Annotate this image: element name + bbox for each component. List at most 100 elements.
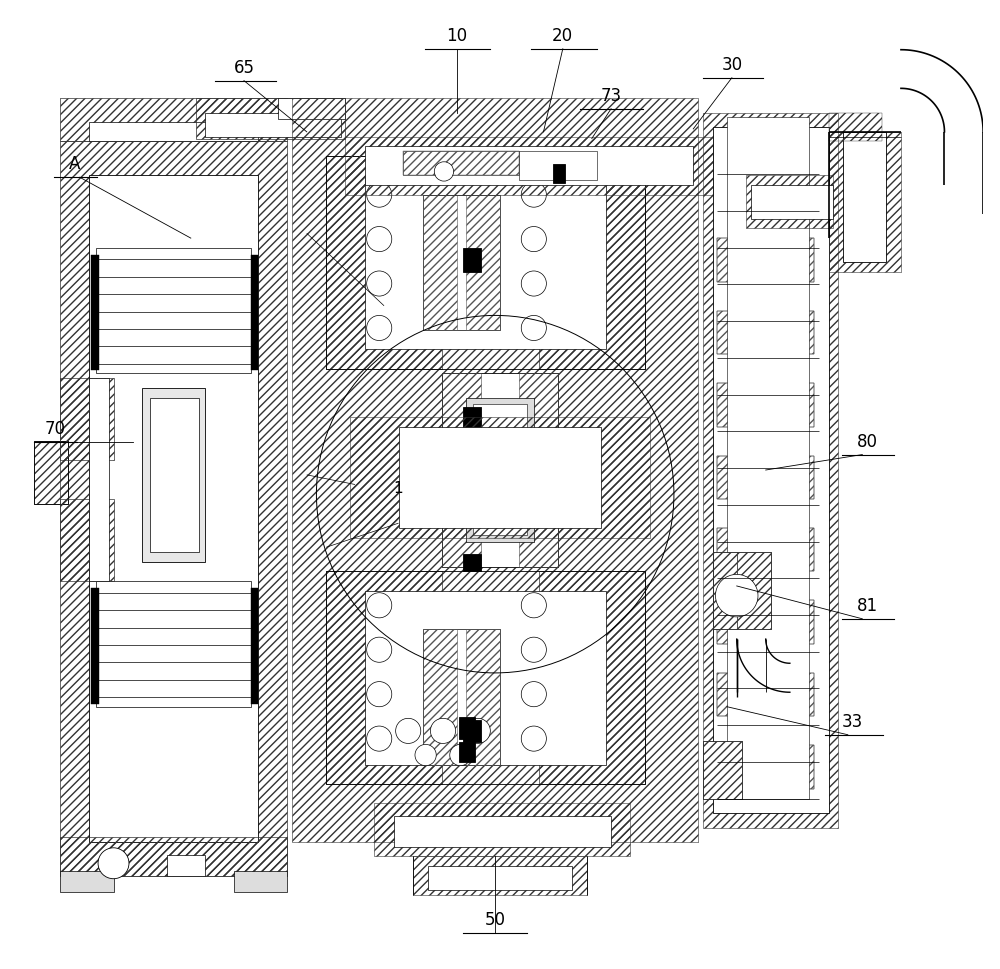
Bar	[463, 720, 481, 742]
Bar	[251, 588, 258, 703]
Bar	[423, 630, 500, 765]
Bar	[717, 745, 814, 789]
Bar	[713, 552, 771, 630]
Bar	[60, 98, 287, 141]
Bar	[717, 455, 814, 499]
Circle shape	[521, 182, 546, 207]
Bar	[365, 175, 606, 349]
Circle shape	[521, 681, 546, 706]
Bar	[466, 630, 500, 765]
Bar	[746, 175, 833, 229]
Bar	[278, 98, 345, 119]
Bar	[717, 383, 814, 426]
Bar	[326, 572, 645, 784]
Bar	[717, 455, 814, 499]
Bar	[428, 866, 572, 891]
Bar	[60, 837, 287, 876]
Bar	[717, 238, 814, 282]
Bar	[403, 151, 519, 175]
Bar	[717, 311, 814, 354]
Bar	[713, 127, 829, 813]
Bar	[727, 117, 809, 798]
Bar	[717, 528, 814, 572]
Bar	[553, 164, 565, 183]
Bar	[423, 630, 457, 765]
Bar	[96, 581, 251, 706]
Bar	[413, 857, 587, 895]
Bar	[843, 132, 886, 263]
Circle shape	[415, 744, 436, 766]
Bar	[717, 745, 814, 789]
Bar	[829, 112, 882, 141]
Bar	[60, 871, 114, 892]
Bar	[717, 672, 814, 716]
Bar	[713, 552, 737, 630]
Text: 20: 20	[552, 27, 573, 45]
Bar	[89, 378, 109, 581]
Bar	[408, 469, 416, 483]
Bar	[326, 156, 645, 368]
Circle shape	[521, 227, 546, 252]
Bar	[703, 740, 742, 798]
Bar	[519, 151, 597, 180]
Circle shape	[396, 718, 421, 743]
Circle shape	[367, 271, 392, 297]
Circle shape	[98, 848, 129, 879]
Circle shape	[465, 718, 490, 743]
Circle shape	[367, 726, 392, 751]
Circle shape	[521, 316, 546, 340]
Bar	[463, 407, 481, 426]
Bar	[519, 373, 558, 567]
Bar	[34, 441, 68, 504]
Bar	[374, 803, 630, 857]
Bar	[539, 572, 645, 784]
Bar	[60, 141, 287, 876]
Circle shape	[367, 182, 392, 207]
Bar	[717, 238, 814, 282]
Bar	[459, 742, 475, 762]
Circle shape	[450, 744, 471, 766]
Circle shape	[434, 162, 454, 181]
Text: 10: 10	[446, 27, 467, 45]
Bar	[167, 855, 205, 876]
Circle shape	[715, 575, 758, 617]
Bar	[234, 871, 287, 892]
Bar	[737, 552, 771, 630]
Bar	[423, 195, 500, 329]
Bar	[466, 195, 500, 329]
Bar	[539, 156, 645, 368]
Bar	[463, 248, 481, 272]
Bar	[442, 373, 481, 567]
Text: A: A	[69, 155, 81, 173]
Bar	[703, 112, 838, 828]
Bar	[91, 588, 99, 703]
Circle shape	[367, 593, 392, 618]
Bar	[142, 388, 205, 562]
Circle shape	[521, 638, 546, 662]
Text: 73: 73	[601, 87, 622, 105]
Circle shape	[430, 718, 456, 743]
Bar	[403, 151, 519, 175]
Bar	[717, 311, 814, 354]
Bar	[473, 404, 527, 535]
Bar	[365, 146, 693, 185]
Bar	[91, 255, 99, 370]
Bar	[89, 175, 258, 842]
Bar	[717, 672, 814, 716]
Bar	[717, 601, 814, 644]
Text: 70: 70	[45, 421, 66, 438]
Bar	[463, 554, 481, 572]
Circle shape	[521, 593, 546, 618]
Bar	[326, 156, 442, 368]
Text: 65: 65	[233, 59, 254, 77]
Bar	[423, 195, 457, 329]
Circle shape	[521, 271, 546, 297]
Bar	[717, 528, 814, 572]
Circle shape	[367, 316, 392, 340]
Bar	[459, 717, 475, 738]
Bar	[703, 740, 742, 798]
Circle shape	[367, 638, 392, 662]
Bar	[60, 378, 114, 460]
Text: 33: 33	[842, 713, 863, 731]
Bar	[345, 137, 713, 195]
